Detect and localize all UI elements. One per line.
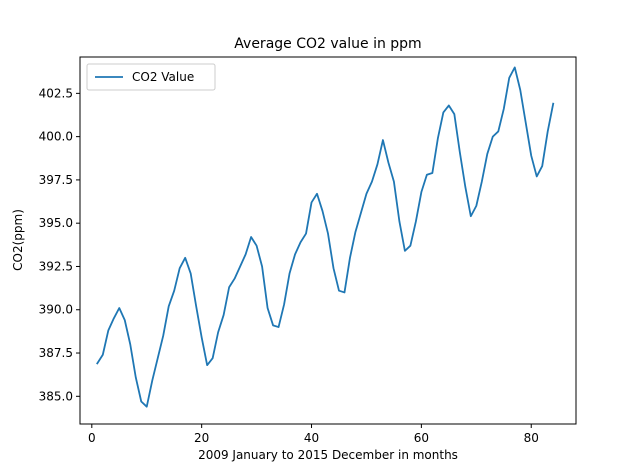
legend-entry-co2-value: CO2 Value	[132, 70, 194, 84]
plot-frame	[79, 56, 577, 425]
y-tick-label: 402.5	[39, 86, 73, 100]
x-tick-label: 80	[524, 431, 539, 445]
x-tick-label: 40	[304, 431, 319, 445]
legend: CO2 Value	[86, 63, 216, 91]
y-tick-label: 390.0	[39, 303, 73, 317]
x-tick-label: 0	[88, 431, 96, 445]
y-axis-ticks: 385.0 387.5 390.0 392.5 395.0 397.5 400.0 402.5	[39, 86, 80, 403]
y-tick-label: 385.0	[39, 389, 73, 403]
y-tick-label: 400.0	[39, 130, 73, 144]
y-tick-label: 395.0	[39, 216, 73, 230]
y-axis-label: CO2(ppm)	[11, 209, 25, 271]
x-tick-label: 20	[194, 431, 209, 445]
legend-box	[86, 63, 216, 91]
y-tick-label: 387.5	[39, 346, 73, 360]
plot-area	[80, 57, 576, 424]
x-axis-label: 2009 January to 2015 December in months	[198, 448, 458, 462]
series-line-co2-value	[96, 66, 555, 408]
x-tick-label: 60	[414, 431, 429, 445]
y-tick-label: 397.5	[39, 173, 73, 187]
y-tick-label: 392.5	[39, 259, 73, 273]
x-axis-ticks: 0 20 40 60 80	[88, 424, 539, 445]
chart-title: Average CO2 value in ppm	[234, 36, 421, 52]
